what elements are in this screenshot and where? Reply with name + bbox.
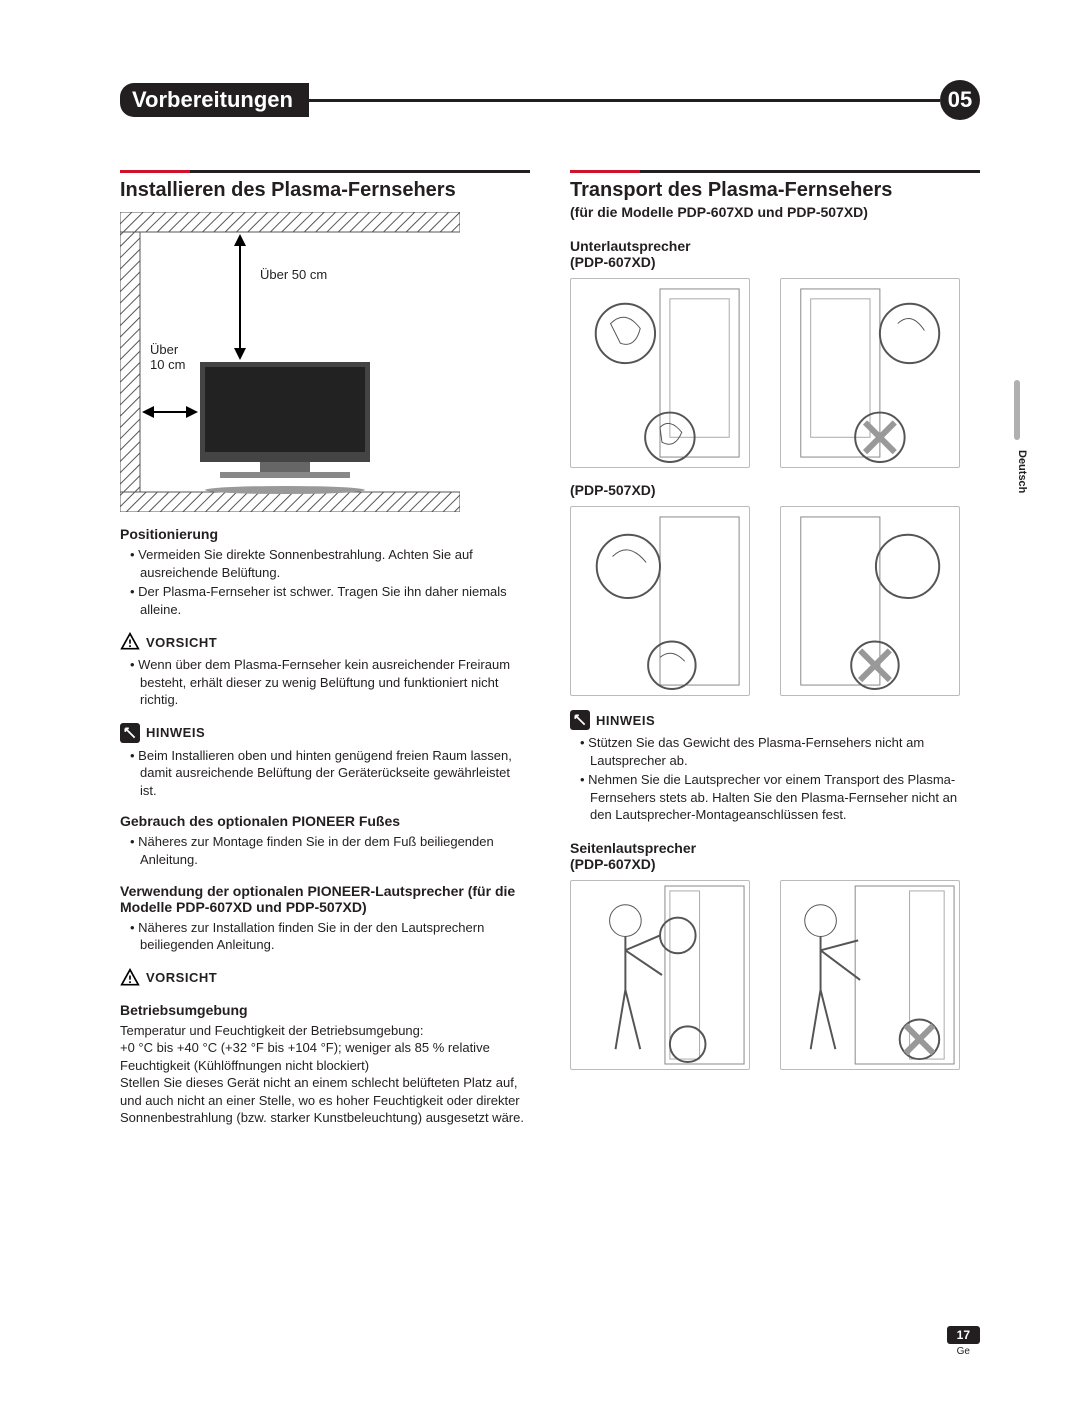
transport-subheading: (für die Modelle PDP-607XD und PDP-507XD… (570, 204, 980, 220)
list-item: Näheres zur Installation finden Sie in d… (136, 919, 530, 954)
chapter-number: 05 (940, 80, 980, 120)
chapter-rule (309, 99, 940, 102)
transport-heading: Transport des Plasma-Fernsehers (570, 179, 980, 202)
stand-title: Gebrauch des optionalen PIONEER Fußes (120, 813, 530, 829)
under-607-row (570, 278, 980, 468)
under-507-row (570, 506, 980, 696)
carry-wrong-illustration (780, 506, 960, 696)
note-icon (570, 710, 590, 730)
note-label: HINWEIS (596, 713, 655, 728)
install-heading: Installieren des Plasma-Fernsehers (120, 179, 530, 202)
left-column: Installieren des Plasma-Fernsehers (120, 170, 530, 1127)
side-row (570, 880, 980, 1070)
note-list: Beim Installieren oben und hinten genüge… (120, 747, 530, 800)
language-tab (1014, 380, 1020, 440)
note-callout: HINWEIS (570, 710, 980, 730)
language-label: Deutsch (1016, 450, 1028, 493)
caution-label: VORSICHT (146, 970, 217, 985)
diagram-label-top: Über 50 cm (260, 267, 327, 282)
side-model: (PDP-607XD) (570, 856, 980, 872)
caution-label: VORSICHT (146, 635, 217, 650)
right-column: Transport des Plasma-Fernsehers (für die… (570, 170, 980, 1127)
list-item: Wenn über dem Plasma-Fernseher kein ausr… (136, 656, 530, 709)
speakers-list: Näheres zur Installation finden Sie in d… (120, 919, 530, 954)
carry-correct-illustration (570, 506, 750, 696)
warning-icon (120, 632, 140, 652)
side-title: Seitenlautsprecher (570, 840, 980, 856)
carry-correct-illustration (570, 880, 750, 1070)
clearance-diagram: Über 50 cm Über 10 cm (120, 212, 460, 512)
page-footer: 17 Ge (947, 1326, 980, 1357)
warning-icon (120, 968, 140, 988)
under-model2: (PDP-507XD) (570, 482, 980, 498)
stand-list: Näheres zur Montage finden Sie in der de… (120, 833, 530, 868)
list-item: Beim Installieren oben und hinten genüge… (136, 747, 530, 800)
section-rule (570, 170, 980, 173)
page-lang-code: Ge (947, 1346, 980, 1357)
list-item: Der Plasma-Fernseher ist schwer. Tragen … (136, 583, 530, 618)
positioning-title: Positionierung (120, 526, 530, 542)
list-item: Vermeiden Sie direkte Sonnenbestrahlung.… (136, 546, 530, 581)
list-item: Näheres zur Montage finden Sie in der de… (136, 833, 530, 868)
list-item: Stützen Sie das Gewicht des Plasma-Ferns… (586, 734, 980, 769)
page-number: 17 (947, 1326, 980, 1344)
chapter-header: Vorbereitungen 05 (120, 80, 980, 120)
under-model1: (PDP-607XD) (570, 254, 980, 270)
list-item: Nehmen Sie die Lautsprecher vor einem Tr… (586, 771, 980, 824)
diagram-label-side: Über 10 cm (150, 342, 185, 372)
chapter-title: Vorbereitungen (120, 83, 309, 117)
under-title: Unterlautsprecher (570, 238, 980, 254)
carry-wrong-illustration (780, 880, 960, 1070)
section-rule (120, 170, 530, 173)
positioning-list: Vermeiden Sie direkte Sonnenbestrahlung.… (120, 546, 530, 618)
note-list: Stützen Sie das Gewicht des Plasma-Ferns… (570, 734, 980, 824)
caution-callout: VORSICHT (120, 968, 530, 988)
env-title: Betriebsumgebung (120, 1002, 530, 1018)
speakers-title: Verwendung der optionalen PIONEER-Lautsp… (120, 883, 530, 915)
env-text: Temperatur und Feuchtigkeit der Betriebs… (120, 1022, 530, 1127)
carry-correct-illustration (570, 278, 750, 468)
note-callout: HINWEIS (120, 723, 530, 743)
note-label: HINWEIS (146, 725, 205, 740)
caution-callout: VORSICHT (120, 632, 530, 652)
note-icon (120, 723, 140, 743)
carry-wrong-illustration (780, 278, 960, 468)
caution-list: Wenn über dem Plasma-Fernseher kein ausr… (120, 656, 530, 709)
